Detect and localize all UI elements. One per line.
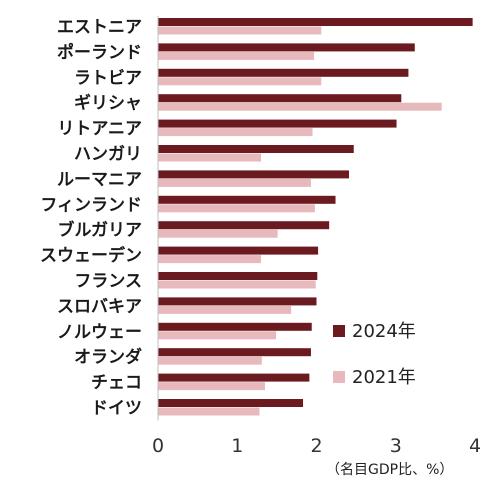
x-tick-label: 3 bbox=[390, 435, 402, 457]
category-label: スロバキア bbox=[57, 297, 142, 317]
bar-2024年-チェコ bbox=[158, 373, 310, 382]
category-label: ドイツ bbox=[91, 399, 142, 419]
category-label: ラトビア bbox=[74, 68, 142, 88]
bar-2024年-オランダ bbox=[158, 348, 311, 357]
bar-2021年-ルーマニア bbox=[158, 178, 311, 187]
bar-2021年-チェコ bbox=[158, 382, 265, 391]
bar-2024年-ルーマニア bbox=[158, 170, 349, 179]
x-tick-label: 0 bbox=[152, 435, 164, 457]
bar-2021年-フィンランド bbox=[158, 204, 315, 213]
bar-2021年-ギリシャ bbox=[158, 102, 442, 111]
bar-2021年-スロバキア bbox=[158, 305, 292, 314]
bar-2024年-エストニア bbox=[158, 18, 473, 26]
legend-swatch bbox=[333, 371, 345, 383]
bar-2021年-ブルガリア bbox=[158, 229, 278, 238]
bar-2021年-フランス bbox=[158, 280, 316, 289]
bar-2024年-ギリシャ bbox=[158, 94, 402, 103]
bar-2021年-ハンガリ bbox=[158, 153, 262, 162]
legend-label: 2021年 bbox=[352, 367, 416, 388]
category-label: ルーマニア bbox=[57, 170, 142, 190]
x-tick-labels: 0 1 2 3 4 bbox=[152, 435, 481, 457]
category-label: ポーランド bbox=[57, 42, 142, 63]
category-label: ブルガリア bbox=[58, 220, 143, 241]
unit-label: （名目GDP比、%） bbox=[326, 462, 453, 478]
bar-2024年-ブルガリア bbox=[158, 221, 330, 230]
category-label: リトアニア bbox=[57, 119, 142, 139]
bar-2024年-ラトビア bbox=[158, 68, 409, 77]
category-label: オランダ bbox=[74, 347, 142, 368]
bar-2024年-ドイツ bbox=[158, 399, 304, 407]
bar-2024年-ポーランド bbox=[158, 43, 415, 52]
bar-2024年-リトアニア bbox=[158, 119, 397, 128]
bar-2024年-スウェーデン bbox=[158, 246, 319, 255]
bar-2021年-ノルウェー bbox=[158, 331, 277, 340]
bar-2021年-エストニア bbox=[158, 26, 322, 35]
x-tick-label: 1 bbox=[231, 435, 243, 457]
category-label: スウェーデン bbox=[40, 245, 142, 266]
bar-2021年-リトアニア bbox=[158, 128, 313, 137]
category-label: ハンガリ bbox=[74, 145, 142, 165]
category-labels: エストニアポーランドラトビアギリシャリトアニアハンガリルーマニアフィンランドブル… bbox=[40, 18, 142, 419]
category-label: フランス bbox=[74, 272, 142, 292]
category-label: ギリシャ bbox=[74, 94, 142, 114]
bar-2021年-スウェーデン bbox=[158, 255, 262, 264]
category-label: ノルウェー bbox=[57, 322, 142, 342]
x-tick-label: 4 bbox=[469, 435, 481, 457]
bar-2024年-ハンガリ bbox=[158, 145, 354, 153]
bar-2024年-ノルウェー bbox=[158, 322, 312, 331]
category-label: エストニア bbox=[57, 18, 142, 38]
category-label: フィンランド bbox=[40, 195, 142, 215]
x-tick-label: 2 bbox=[310, 435, 322, 457]
bar-2024年-フランス bbox=[158, 272, 318, 280]
bar-2021年-ポーランド bbox=[158, 51, 315, 60]
bars-group bbox=[158, 18, 473, 416]
bar-2024年-スロバキア bbox=[158, 297, 317, 306]
bar-2021年-ドイツ bbox=[158, 407, 260, 416]
legend: 2024年 2021年 bbox=[333, 321, 416, 388]
bar-2021年-オランダ bbox=[158, 356, 262, 365]
category-label: チェコ bbox=[91, 373, 142, 393]
legend-label: 2024年 bbox=[352, 321, 416, 342]
legend-swatch bbox=[333, 325, 345, 337]
bar-2024年-フィンランド bbox=[158, 195, 336, 204]
bar-2021年-ラトビア bbox=[158, 77, 322, 86]
